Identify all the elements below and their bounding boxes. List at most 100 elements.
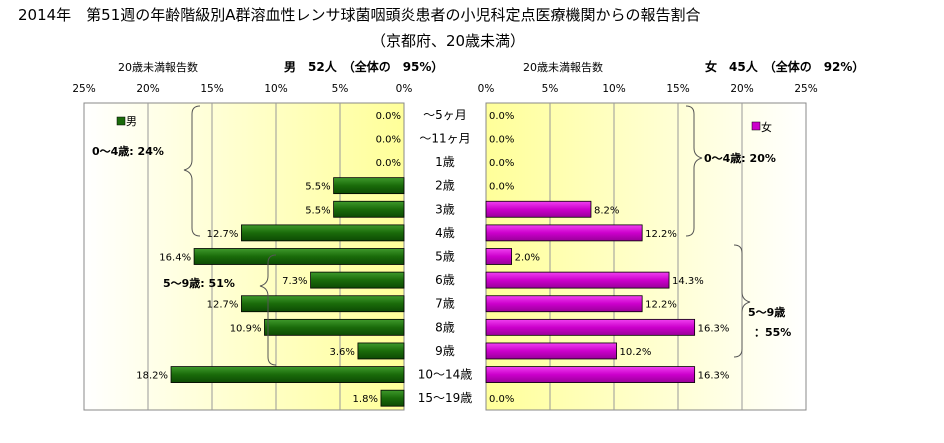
female-bracket-5-9 xyxy=(733,244,751,358)
female-bar xyxy=(485,295,643,313)
female-data-label: 0.0% xyxy=(489,111,514,122)
group-annotations xyxy=(183,105,751,366)
category-label: 1歳 xyxy=(435,155,455,169)
male-tick-label: 10% xyxy=(264,83,287,95)
female-data-label: 10.2% xyxy=(620,347,652,358)
chart-subtitle: （京都府、20歳未満） xyxy=(371,32,525,50)
female-data-label: 0.0% xyxy=(489,158,514,169)
male-tick-label: 15% xyxy=(200,83,223,95)
female-data-label: 12.2% xyxy=(645,229,677,240)
male-data-label: 0.0% xyxy=(376,134,401,145)
category-label: 5歳 xyxy=(435,250,455,264)
male-data-label: 12.7% xyxy=(207,300,239,311)
female-data-label: 0.0% xyxy=(489,182,514,193)
male-panel: 0% 5% 10% 15% 20% 25% 0.0% 0.0% 0.0% 5.5% 5.5% 12.… xyxy=(72,83,412,411)
male-data-labels: 0.0% 0.0% 0.0% 5.5% 5.5% 12.7% 16.4% 7.3% 12.7% 1… xyxy=(136,111,401,405)
category-label: 6歳 xyxy=(435,273,455,287)
female-data-label: 2.0% xyxy=(515,253,540,264)
female-bar xyxy=(485,224,643,242)
female-data-label: 8.2% xyxy=(594,205,619,216)
female-bar xyxy=(485,271,670,289)
category-labels: ～5ヶ月 ～11ヶ月 1歳 2歳 3歳 4歳 5歳 6歳 7歳 8歳 9歳 10～14歳 15～19歳 xyxy=(418,108,473,405)
female-bracket-0-4 xyxy=(685,105,703,237)
male-legend: 男 xyxy=(116,115,137,128)
male-group-label-0-4: 0～4歳: 24% xyxy=(92,144,164,158)
female-tick-label: 25% xyxy=(794,83,817,95)
female-panel: 0% 5% 10% 15% 20% 25% 0.0% 0.0% 0.0% 0.0% 8.2% 12.… xyxy=(478,83,818,411)
male-bar xyxy=(193,248,405,265)
category-label: 9歳 xyxy=(435,344,455,358)
male-data-label: 0.0% xyxy=(376,111,401,122)
male-data-label: 10.9% xyxy=(230,323,262,334)
female-data-label: 0.0% xyxy=(489,134,514,145)
male-data-label: 0.0% xyxy=(376,158,401,169)
male-bar xyxy=(241,224,405,242)
category-label: 10～14歳 xyxy=(418,368,473,382)
male-bar xyxy=(241,295,405,313)
category-label: ～11ヶ月 xyxy=(419,131,470,145)
female-group-label-5-9-line2: ：55% xyxy=(754,326,791,339)
male-legend-label: 男 xyxy=(126,115,137,128)
male-summary: 男 52人 （全体の 95%） xyxy=(284,59,443,74)
category-label: 4歳 xyxy=(435,226,455,240)
male-group-label-5-9: 5～9歳: 51% xyxy=(163,276,235,290)
female-axis-ticks: 0% 5% 10% 15% 20% 25% xyxy=(478,83,818,95)
male-bar xyxy=(333,177,405,195)
female-bar xyxy=(485,200,592,218)
male-tick-label: 0% xyxy=(396,83,413,95)
female-summary: 女 45人 （全体の 92%） xyxy=(705,59,864,74)
female-data-label: 16.3% xyxy=(698,371,730,382)
female-bar xyxy=(485,366,696,383)
male-data-label: 1.8% xyxy=(353,394,378,405)
female-tick-label: 15% xyxy=(666,83,689,95)
female-data-label: 14.3% xyxy=(672,276,704,287)
male-bars xyxy=(170,177,405,407)
female-bar xyxy=(485,248,513,265)
male-data-label: 7.3% xyxy=(282,276,307,287)
male-bracket-0-4 xyxy=(183,105,201,237)
male-tick-label: 20% xyxy=(136,83,159,95)
male-data-label: 16.4% xyxy=(159,253,191,264)
category-label: 7歳 xyxy=(435,297,455,311)
male-tick-label: 25% xyxy=(72,83,95,95)
female-legend-swatch xyxy=(751,121,761,131)
female-legend-label: 女 xyxy=(761,120,772,134)
male-bar xyxy=(357,342,405,360)
female-data-label: 16.3% xyxy=(698,323,730,334)
male-bracket-5-9 xyxy=(259,254,277,366)
male-bar xyxy=(333,200,405,218)
male-data-label: 5.5% xyxy=(305,182,330,193)
male-header-label: 20歳未満報告数 xyxy=(118,61,198,74)
male-bar xyxy=(380,389,405,407)
female-group-label-5-9-line1: 5～9歳 xyxy=(748,305,785,319)
category-label: 8歳 xyxy=(435,320,455,334)
female-data-label: 12.2% xyxy=(645,300,677,311)
female-bar xyxy=(485,342,617,360)
male-bar xyxy=(310,271,405,289)
female-tick-label: 5% xyxy=(542,83,559,95)
female-group-label-0-4: 0～4歳: 20% xyxy=(704,151,776,165)
female-header-label: 20歳未満報告数 xyxy=(523,61,603,74)
female-tick-label: 20% xyxy=(730,83,753,95)
female-legend: 女 xyxy=(751,120,772,134)
male-axis-ticks: 0% 5% 10% 15% 20% 25% xyxy=(72,83,412,95)
male-legend-swatch xyxy=(116,116,126,126)
female-tick-label: 0% xyxy=(478,83,495,95)
female-tick-label: 10% xyxy=(602,83,625,95)
male-data-label: 12.7% xyxy=(207,229,239,240)
male-bar xyxy=(170,366,405,383)
female-data-labels: 0.0% 0.0% 0.0% 0.0% 8.2% 12.2% 2.0% 14.3% 12.2% 1… xyxy=(489,111,729,405)
male-tick-label: 5% xyxy=(332,83,349,95)
male-bar xyxy=(264,318,405,336)
female-bar xyxy=(485,318,696,336)
male-data-label: 3.6% xyxy=(330,347,355,358)
female-bars xyxy=(485,200,696,383)
category-label: 15～19歳 xyxy=(418,391,473,405)
category-label: 2歳 xyxy=(435,179,455,193)
male-data-label: 18.2% xyxy=(136,371,168,382)
category-label: 3歳 xyxy=(435,202,455,216)
category-label: ～5ヶ月 xyxy=(423,108,467,122)
chart-title: 2014年 第51週の年齢階級別A群溶血性レンサ球菌咽頭炎患者の小児科定点医療機… xyxy=(18,6,701,24)
male-data-label: 5.5% xyxy=(305,205,330,216)
